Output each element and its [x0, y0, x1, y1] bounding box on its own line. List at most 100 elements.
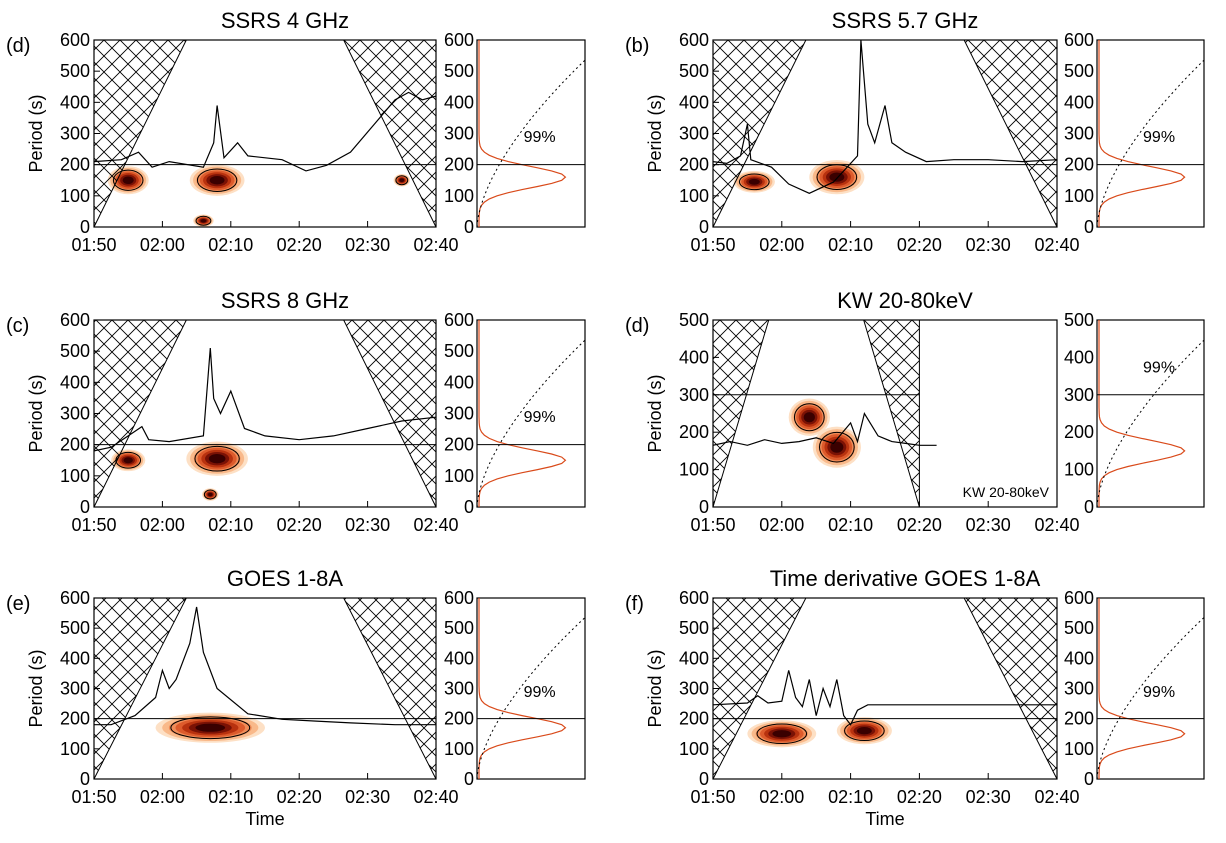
- spectrum-y-tick-label: 500: [1064, 61, 1094, 81]
- light-curve: [713, 411, 937, 446]
- spectrum-y-tick-label: 400: [444, 648, 474, 668]
- x-tick-label: 01:50: [690, 235, 735, 255]
- spectrum-y-tick-label: 300: [1064, 124, 1094, 144]
- spectrum-y-tick-label: 600: [1064, 588, 1094, 608]
- significance-label: 99%: [524, 409, 556, 426]
- panel-title: GOES 1-8A: [227, 566, 343, 591]
- x-tick-label: 02:00: [759, 787, 804, 807]
- light-curve: [94, 606, 436, 726]
- x-tick-label: 02:30: [966, 235, 1011, 255]
- y-axis-label: Period (s): [645, 94, 665, 172]
- y-tick-label: 200: [60, 435, 90, 455]
- x-axis-label: Time: [245, 809, 284, 829]
- x-tick-label: 02:40: [1034, 235, 1079, 255]
- power-contour: [399, 178, 405, 182]
- power-blobs: [747, 717, 892, 748]
- x-tick-label: 02:20: [277, 787, 322, 807]
- significance-label: 99%: [524, 129, 556, 146]
- spectrum-y-tick-label: 400: [444, 372, 474, 392]
- spectrum-y-tick-label: 600: [444, 588, 474, 608]
- x-tick-label: 02:40: [1034, 515, 1079, 535]
- y-tick-label: 300: [679, 679, 709, 699]
- significance-label: 99%: [524, 684, 556, 701]
- x-axis-label: Time: [865, 809, 904, 829]
- significance-contour: [844, 720, 885, 742]
- panel-title: SSRS 8 GHz: [221, 288, 349, 313]
- significance-contour: [203, 489, 217, 500]
- y-tick-label: 600: [60, 30, 90, 50]
- panel-title: SSRS 4 GHz: [221, 8, 349, 33]
- power-contour: [122, 176, 134, 185]
- y-tick-label: 0: [80, 769, 90, 789]
- spectrum-y-tick-label: 500: [444, 341, 474, 361]
- spectrum-y-tick-label: 400: [444, 92, 474, 112]
- significance-curve: [477, 339, 585, 507]
- y-tick-label: 200: [679, 709, 709, 729]
- spectrum-y-tick-label: 400: [1064, 648, 1094, 668]
- spectrum-y-tick-label: 500: [1064, 618, 1094, 638]
- y-axis-label: Period (s): [26, 649, 46, 727]
- cone-of-influence-right: [342, 597, 437, 780]
- y-tick-label: 300: [60, 404, 90, 424]
- significance-contour: [819, 431, 855, 463]
- spectrum-y-tick-label: 0: [464, 769, 474, 789]
- cone-of-influence-left: [712, 597, 807, 780]
- y-axis-label: Period (s): [26, 374, 46, 452]
- x-tick-label: 01:50: [71, 235, 116, 255]
- x-tick-label: 02:40: [413, 515, 458, 535]
- y-tick-label: 600: [679, 588, 709, 608]
- significance-contour: [756, 723, 808, 745]
- power-contour: [829, 172, 845, 182]
- x-tick-label: 02:20: [897, 235, 942, 255]
- significance-contour: [738, 173, 770, 191]
- global-spectrum-line: [478, 40, 567, 227]
- x-tick-label: 02:40: [413, 235, 458, 255]
- spectrum-frame: [476, 319, 586, 508]
- y-tick-label: 600: [60, 310, 90, 330]
- spectrum-y-tick-label: 600: [444, 30, 474, 50]
- spectrum-y-tick-label: 300: [444, 679, 474, 699]
- panel-letter: (d): [6, 35, 30, 57]
- spectrum-frame: [1096, 597, 1205, 780]
- significance-curve: [1097, 339, 1204, 507]
- y-tick-label: 400: [60, 648, 90, 668]
- light-curve: [713, 670, 1057, 726]
- y-tick-label: 100: [679, 460, 709, 480]
- global-spectrum-line: [478, 598, 567, 779]
- power-contour: [830, 441, 844, 453]
- y-tick-label: 400: [679, 92, 709, 112]
- spectrum-y-tick-label: 500: [444, 61, 474, 81]
- y-tick-label: 200: [679, 422, 709, 442]
- spectrum-y-tick-label: 300: [1064, 679, 1094, 699]
- cone-of-influence-right: [342, 319, 437, 508]
- significance-contour: [170, 716, 251, 740]
- y-tick-label: 600: [679, 30, 709, 50]
- panel-title: KW 20-80keV: [837, 288, 973, 313]
- spectrum-y-tick-label: 600: [444, 310, 474, 330]
- y-tick-label: 600: [60, 588, 90, 608]
- y-tick-label: 0: [699, 217, 709, 237]
- y-tick-label: 500: [60, 341, 90, 361]
- y-axis-label: Period (s): [645, 649, 665, 727]
- significance-curve: [477, 59, 585, 227]
- power-contour: [856, 727, 872, 735]
- spectrum-frame: [1096, 39, 1205, 228]
- wavelet-panel: GOES 1-8A (e) 0 0 100 100 200 200 300 300 400 400 50…: [6, 566, 586, 829]
- y-tick-label: 300: [60, 124, 90, 144]
- x-tick-label: 02:30: [345, 515, 390, 535]
- y-tick-label: 100: [60, 466, 90, 486]
- x-tick-label: 01:50: [71, 515, 116, 535]
- spectrum-y-tick-label: 200: [444, 709, 474, 729]
- y-axis-label: Period (s): [645, 374, 665, 452]
- x-tick-label: 02:20: [897, 515, 942, 535]
- global-spectrum-line: [1098, 598, 1186, 779]
- wavelet-panel: SSRS 4 GHz (d) 0 0 100 100 200 200 300 300 400 400 5…: [6, 8, 586, 255]
- cone-of-influence-left: [93, 39, 188, 228]
- wavelet-panel: Time derivative GOES 1-8A (f) 0 0 100 100 200 2…: [625, 566, 1205, 829]
- x-tick-label: 02:10: [208, 787, 253, 807]
- spectrum-y-tick-label: 200: [444, 435, 474, 455]
- panel-letter: (d): [625, 315, 649, 337]
- y-axis-label: Period (s): [26, 94, 46, 172]
- y-tick-label: 400: [679, 648, 709, 668]
